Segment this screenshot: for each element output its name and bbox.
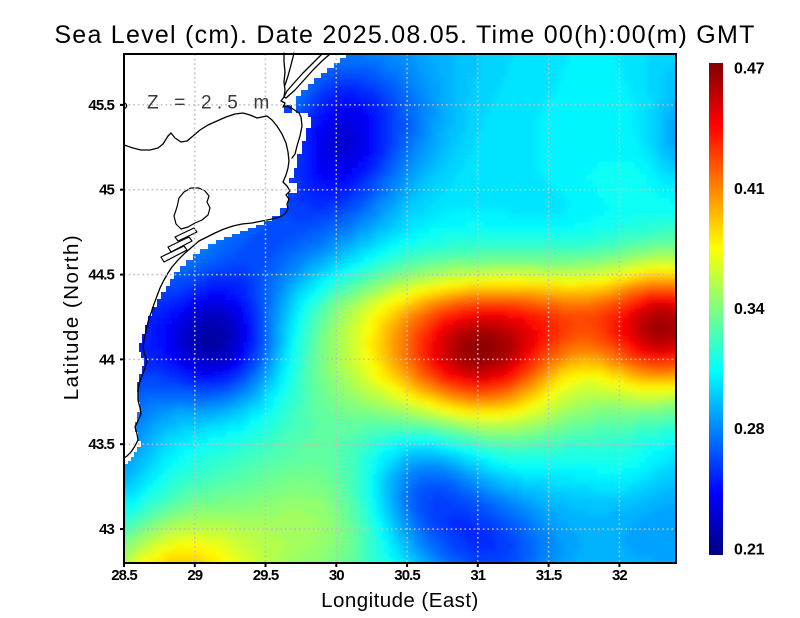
svg-text:Sea Level (cm). Date 2025.08.0: Sea Level (cm). Date 2025.08.05. Time 00… <box>54 21 755 49</box>
svg-text:45: 45 <box>99 182 114 199</box>
svg-text:31: 31 <box>470 567 485 584</box>
svg-text:0.41: 0.41 <box>734 181 765 198</box>
svg-text:44.5: 44.5 <box>88 267 114 284</box>
svg-text:45.5: 45.5 <box>88 97 114 114</box>
svg-text:29.5: 29.5 <box>253 567 279 584</box>
svg-text:0.21: 0.21 <box>734 542 765 559</box>
svg-text:Longitude (East): Longitude (East) <box>321 589 479 612</box>
svg-text:0.28: 0.28 <box>734 421 765 438</box>
svg-text:30: 30 <box>329 567 344 584</box>
svg-text:43: 43 <box>99 521 114 538</box>
svg-text:43.5: 43.5 <box>88 436 114 453</box>
svg-text:28.5: 28.5 <box>111 567 137 584</box>
svg-text:Latitude (North): Latitude (North) <box>60 234 83 400</box>
svg-text:30.5: 30.5 <box>394 567 420 584</box>
svg-text:31.5: 31.5 <box>536 567 562 584</box>
svg-text:29: 29 <box>187 567 202 584</box>
svg-text:Z = 2.5 m: Z = 2.5 m <box>147 93 275 114</box>
svg-text:32: 32 <box>612 567 627 584</box>
svg-text:0.47: 0.47 <box>734 61 765 78</box>
svg-text:0.34: 0.34 <box>734 301 765 318</box>
svg-text:44: 44 <box>99 351 115 368</box>
